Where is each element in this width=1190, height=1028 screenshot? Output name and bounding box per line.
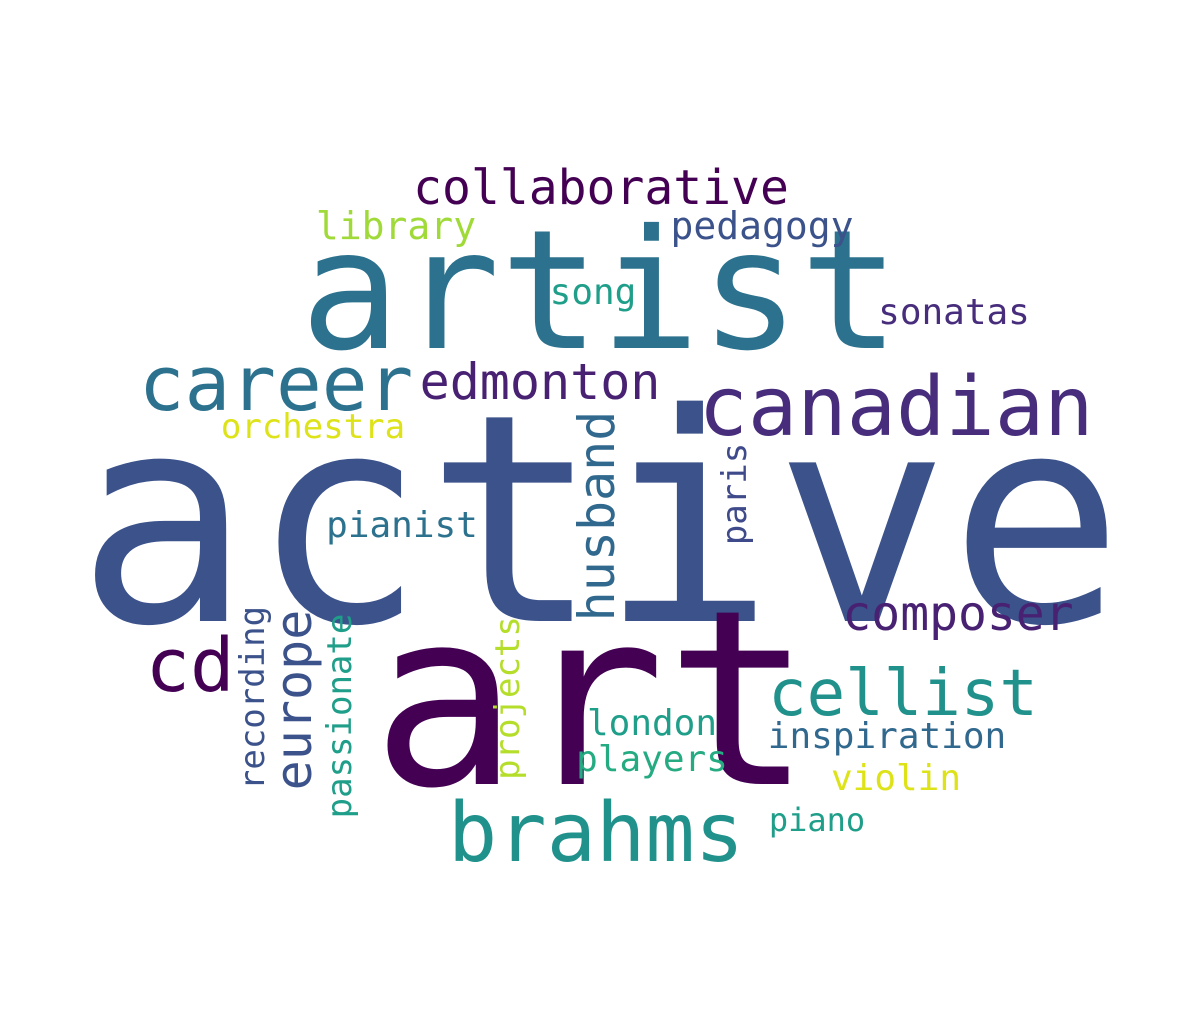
word-players: players <box>576 739 728 780</box>
word-husband: husband <box>568 410 626 622</box>
word-song: song <box>549 272 637 313</box>
word-inspiration: inspiration <box>767 716 1007 757</box>
word-artist: artist <box>300 195 900 388</box>
word-composer: composer <box>842 586 1074 642</box>
word-piano: piano <box>768 801 866 839</box>
word-cd: cd <box>145 623 235 709</box>
word-library: library <box>315 204 477 248</box>
word-edmonton: edmonton <box>419 353 661 411</box>
word-brahms: brahms <box>447 786 745 881</box>
word-pedagogy: pedagogy <box>670 204 854 248</box>
word-pianist: pianist <box>326 505 478 546</box>
word-recording: recording <box>233 605 273 791</box>
word-career: career <box>138 339 414 428</box>
word-sonatas: sonatas <box>878 292 1030 333</box>
word-collaborative: collaborative <box>413 160 789 216</box>
word-canadian: canadian <box>698 360 1094 455</box>
word-orchestra: orchestra <box>220 407 406 447</box>
word-violin: violin <box>830 758 962 799</box>
word-projects: projects <box>488 616 528 780</box>
word-paris: paris <box>715 442 755 546</box>
word-europe: europe <box>265 609 323 791</box>
word-art: art <box>371 558 813 842</box>
word-active: active <box>76 353 1124 690</box>
word-cellist: cellist <box>768 657 1038 731</box>
word-london: london <box>586 703 718 744</box>
word-passionate: passionate <box>320 613 360 819</box>
